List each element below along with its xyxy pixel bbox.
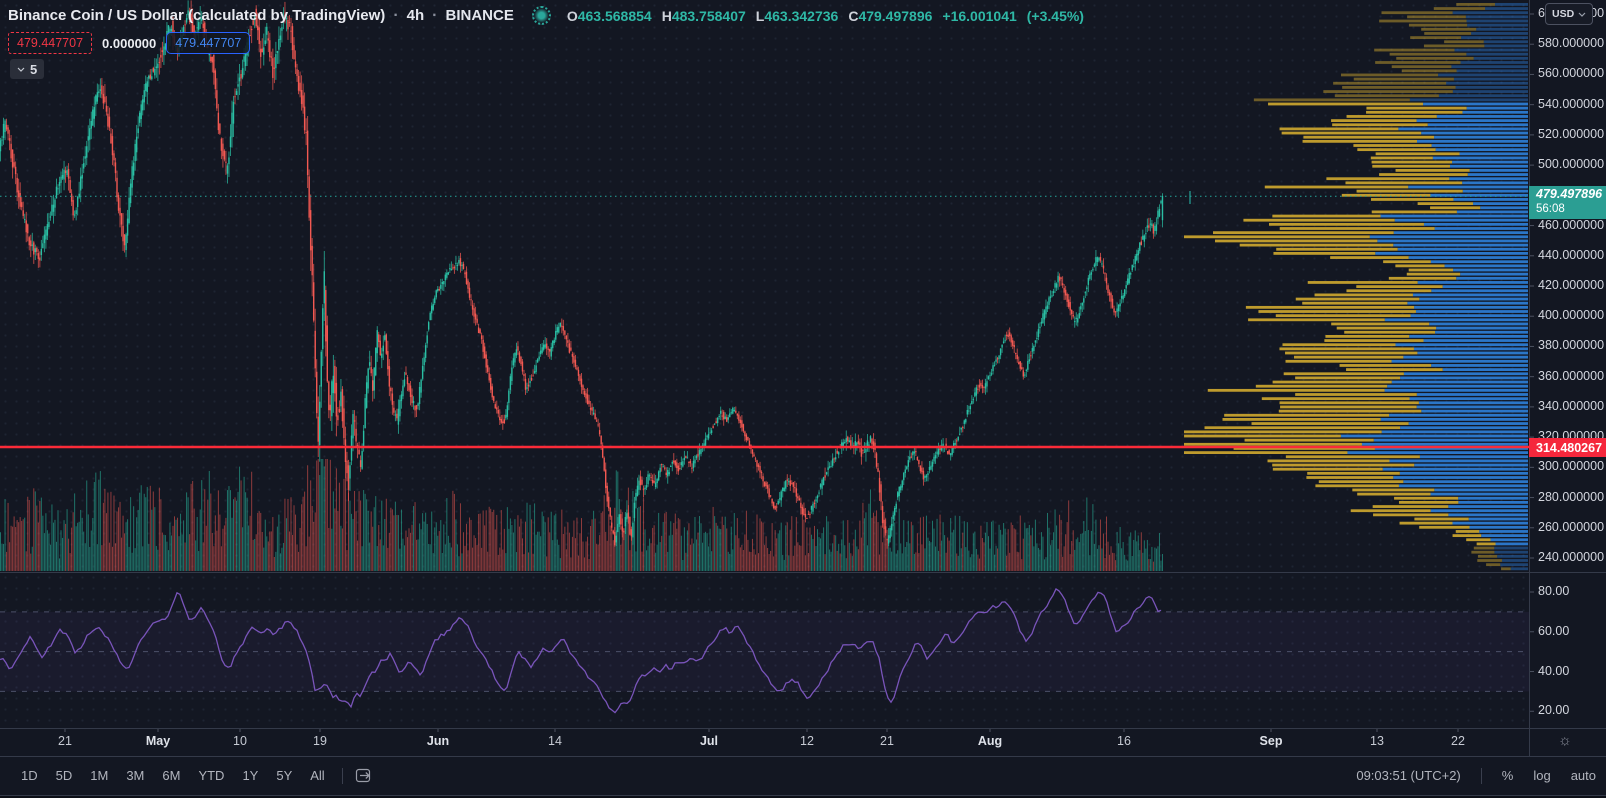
time-tick-label: 10 bbox=[233, 734, 247, 748]
chevron-down-icon bbox=[1578, 12, 1586, 17]
toolbar-divider bbox=[1480, 767, 1482, 784]
bar-countdown: 56:08 bbox=[1536, 203, 1565, 215]
price-tick-label: 280.000000 bbox=[1538, 489, 1605, 504]
time-tick-label: Sep bbox=[1259, 734, 1283, 748]
red-level-value: 314.480267 bbox=[1536, 440, 1603, 455]
time-tick-label: 16 bbox=[1117, 734, 1131, 748]
range-button-3m[interactable]: 3M bbox=[126, 768, 145, 783]
rsi-tick-label: 80.00 bbox=[1538, 584, 1570, 598]
price-tick-label: 300.000000 bbox=[1538, 459, 1605, 474]
current-price-badge: 479.497896 56:08 bbox=[1529, 186, 1606, 219]
bars-count-label: 5 bbox=[30, 61, 38, 77]
price-tick-label: 560.000000 bbox=[1538, 66, 1605, 81]
low-value: 463.342736 bbox=[764, 7, 839, 24]
price-tick-label: 500.000000 bbox=[1538, 157, 1605, 172]
price-tags-row: 479.447707 0.000000 479.447707 bbox=[8, 32, 251, 54]
time-tick-label: 14 bbox=[548, 734, 562, 748]
time-axis-line bbox=[0, 756, 1606, 757]
ohlc-values: O463.568854 H483.758407 L463.342736 C479… bbox=[567, 8, 1084, 24]
time-tick-label: 22 bbox=[1451, 734, 1465, 748]
chevron-down-icon bbox=[17, 67, 25, 72]
time-tick-label: 13 bbox=[1370, 734, 1384, 748]
close-value: 479.497896 bbox=[858, 7, 933, 24]
rsi-tick-label: 20.00 bbox=[1538, 703, 1570, 718]
live-data-icon bbox=[531, 6, 551, 25]
bottom-toolbar: 1D 5D 1M 3M 6M YTD 1Y 5Y All 09:03:51 (UTC+2) % … bbox=[0, 756, 1606, 795]
low-label: L bbox=[755, 7, 765, 24]
pane-separator[interactable] bbox=[0, 572, 1606, 573]
currency-toggle-button[interactable]: USD bbox=[1545, 3, 1594, 25]
exchange-label[interactable]: BINANCE bbox=[445, 7, 514, 24]
red-level-badge: 314.480267 bbox=[1529, 438, 1606, 457]
time-tick-label: Jun bbox=[426, 734, 450, 748]
high-label: H bbox=[661, 7, 672, 24]
time-tick-label: 19 bbox=[313, 734, 327, 748]
price-tick-label: 420.000000 bbox=[1538, 278, 1605, 292]
auto-scale-button[interactable]: auto bbox=[1570, 768, 1596, 783]
price-tick-label: 400.000000 bbox=[1538, 308, 1605, 323]
time-tick-label: 21 bbox=[880, 734, 894, 748]
interval-label[interactable]: 4h bbox=[406, 7, 425, 24]
bar-replay-chip[interactable]: 5 bbox=[10, 59, 45, 79]
time-tick-label: Jul bbox=[699, 734, 719, 748]
price-tick-label: 360.000000 bbox=[1538, 368, 1605, 383]
order-price-tag[interactable]: 479.447707 bbox=[166, 32, 251, 54]
currency-label: USD bbox=[1552, 8, 1575, 20]
symbol-title[interactable]: Binance Coin / US Dollar (calculated by … bbox=[8, 7, 386, 24]
range-button-1y[interactable]: 1Y bbox=[242, 768, 259, 783]
open-label: O bbox=[566, 7, 578, 24]
range-buttons: 1D 5D 1M 3M 6M YTD 1Y 5Y All bbox=[12, 764, 334, 787]
range-button-5y[interactable]: 5Y bbox=[276, 768, 293, 783]
range-button-all[interactable]: All bbox=[310, 768, 325, 783]
range-button-6m[interactable]: 6M bbox=[162, 768, 181, 783]
high-value: 483.758407 bbox=[671, 7, 746, 24]
separator-dot: · bbox=[432, 6, 438, 24]
price-tick-label: 580.000000 bbox=[1538, 36, 1605, 51]
time-tick-label: Aug bbox=[977, 734, 1003, 748]
rsi-tick-label: 60.00 bbox=[1538, 623, 1570, 638]
log-scale-button[interactable]: log bbox=[1533, 768, 1551, 783]
percent-scale-button[interactable]: % bbox=[1501, 768, 1514, 783]
time-tick-label: 12 bbox=[800, 734, 814, 748]
zero-value-label: 0.000000 bbox=[102, 35, 157, 51]
rsi-tick-label: 40.00 bbox=[1538, 663, 1570, 678]
axis-settings-icon[interactable]: ☼ bbox=[1558, 732, 1572, 749]
price-axis-line bbox=[1529, 0, 1530, 756]
price-tick-label: 540.000000 bbox=[1538, 96, 1605, 111]
range-button-1m[interactable]: 1M bbox=[90, 768, 109, 783]
separator-dot: · bbox=[393, 6, 399, 24]
change-value: +16.001041 bbox=[942, 7, 1017, 24]
price-tick-label: 380.000000 bbox=[1538, 338, 1605, 353]
change-percent: (+3.45%) bbox=[1026, 7, 1084, 24]
range-button-5d[interactable]: 5D bbox=[55, 768, 73, 783]
time-tick-label: 21 bbox=[58, 734, 72, 748]
bottom-line bbox=[0, 795, 1606, 796]
toolbar-divider bbox=[341, 767, 343, 784]
close-label: C bbox=[848, 7, 859, 24]
price-tick-label: 260.000000 bbox=[1538, 519, 1605, 534]
bottom-edge bbox=[0, 796, 1606, 798]
price-tick-label: 460.000000 bbox=[1538, 217, 1605, 232]
open-value: 463.568854 bbox=[577, 7, 652, 24]
chart-grid bbox=[0, 0, 1529, 728]
price-tick-label: 240.000000 bbox=[1538, 550, 1605, 564]
go-to-date-button[interactable] bbox=[355, 768, 374, 783]
go-to-date-icon bbox=[355, 768, 370, 783]
price-tick-label: 440.000000 bbox=[1538, 247, 1605, 262]
clock-label[interactable]: 09:03:51 (UTC+2) bbox=[1356, 768, 1461, 783]
chart-header: Binance Coin / US Dollar (calculated by … bbox=[8, 6, 1084, 25]
current-price-value: 479.497896 bbox=[1536, 187, 1603, 201]
price-tick-label: 340.000000 bbox=[1538, 398, 1605, 413]
rsi-separator[interactable] bbox=[0, 728, 1606, 729]
range-button-ytd[interactable]: YTD bbox=[198, 768, 225, 783]
alert-price-tag[interactable]: 479.447707 bbox=[8, 32, 93, 54]
price-tick-label: 520.000000 bbox=[1538, 126, 1605, 141]
toolbar-right: 09:03:51 (UTC+2) % log auto bbox=[1356, 756, 1596, 795]
range-button-1d[interactable]: 1D bbox=[21, 768, 38, 783]
time-tick-label: May bbox=[145, 734, 171, 748]
